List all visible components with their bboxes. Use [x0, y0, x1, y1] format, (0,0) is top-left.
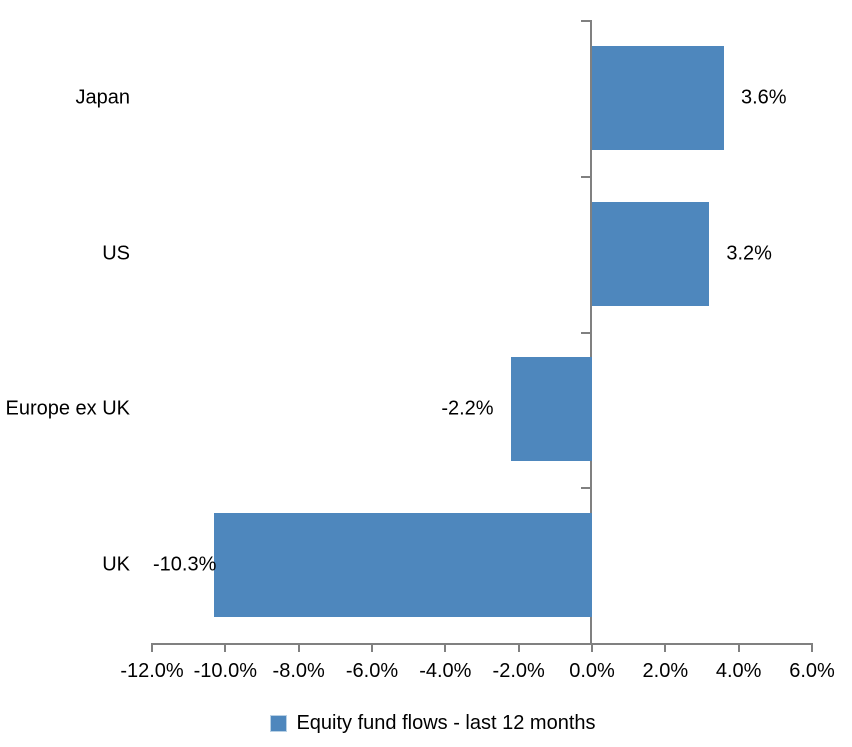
x-axis-tick	[371, 643, 373, 652]
legend: Equity fund flows - last 12 months	[0, 712, 852, 735]
x-axis-tick	[591, 643, 593, 652]
x-axis-tick-label: -4.0%	[419, 660, 472, 682]
value-label-japan: 3.6%	[741, 86, 787, 109]
x-axis-tick	[151, 643, 153, 652]
x-axis-tick-label: -8.0%	[272, 660, 325, 682]
x-axis-tick	[517, 643, 520, 652]
x-axis-tick-label: -12.0%	[120, 660, 184, 682]
category-label-uk: UK	[102, 553, 130, 576]
category-label-japan: Japan	[75, 86, 131, 109]
category-label-europe-ex-uk: Europe ex UK	[5, 397, 130, 420]
x-axis-tick-label: -2.0%	[492, 660, 545, 682]
y-axis-tick	[581, 175, 590, 178]
x-axis-line	[151, 643, 813, 645]
x-axis-tick	[811, 643, 813, 652]
x-axis-tick	[297, 643, 300, 652]
bar-europe-ex-uk	[511, 357, 592, 462]
x-axis-tick-label: 0.0%	[569, 660, 615, 682]
bar-japan	[592, 45, 724, 150]
x-axis-tick-label: 6.0%	[789, 660, 835, 682]
bar-us	[592, 201, 710, 306]
x-axis-tick-label: 2.0%	[642, 660, 689, 682]
value-label-uk: -10.3%	[153, 553, 217, 576]
y-axis-tick	[581, 487, 590, 490]
x-axis-tick	[444, 643, 447, 652]
x-axis-tick-label: -6.0%	[345, 660, 399, 682]
x-axis-tick	[737, 643, 740, 652]
x-axis-tick	[664, 643, 667, 652]
y-axis-line	[590, 20, 592, 645]
value-label-europe-ex-uk: -2.2%	[441, 397, 494, 420]
x-axis-tick-label: -10.0%	[193, 660, 258, 682]
legend-label: Equity fund flows - last 12 months	[296, 712, 596, 734]
x-axis-tick	[224, 643, 227, 652]
category-label-us: US	[102, 242, 130, 265]
value-label-us: 3.2%	[726, 242, 772, 265]
y-axis-tick	[581, 331, 590, 334]
x-axis-tick-label: 4.0%	[715, 660, 762, 682]
bar-uk	[214, 513, 592, 618]
y-axis-tick	[581, 20, 590, 22]
legend-swatch-icon	[270, 715, 288, 732]
